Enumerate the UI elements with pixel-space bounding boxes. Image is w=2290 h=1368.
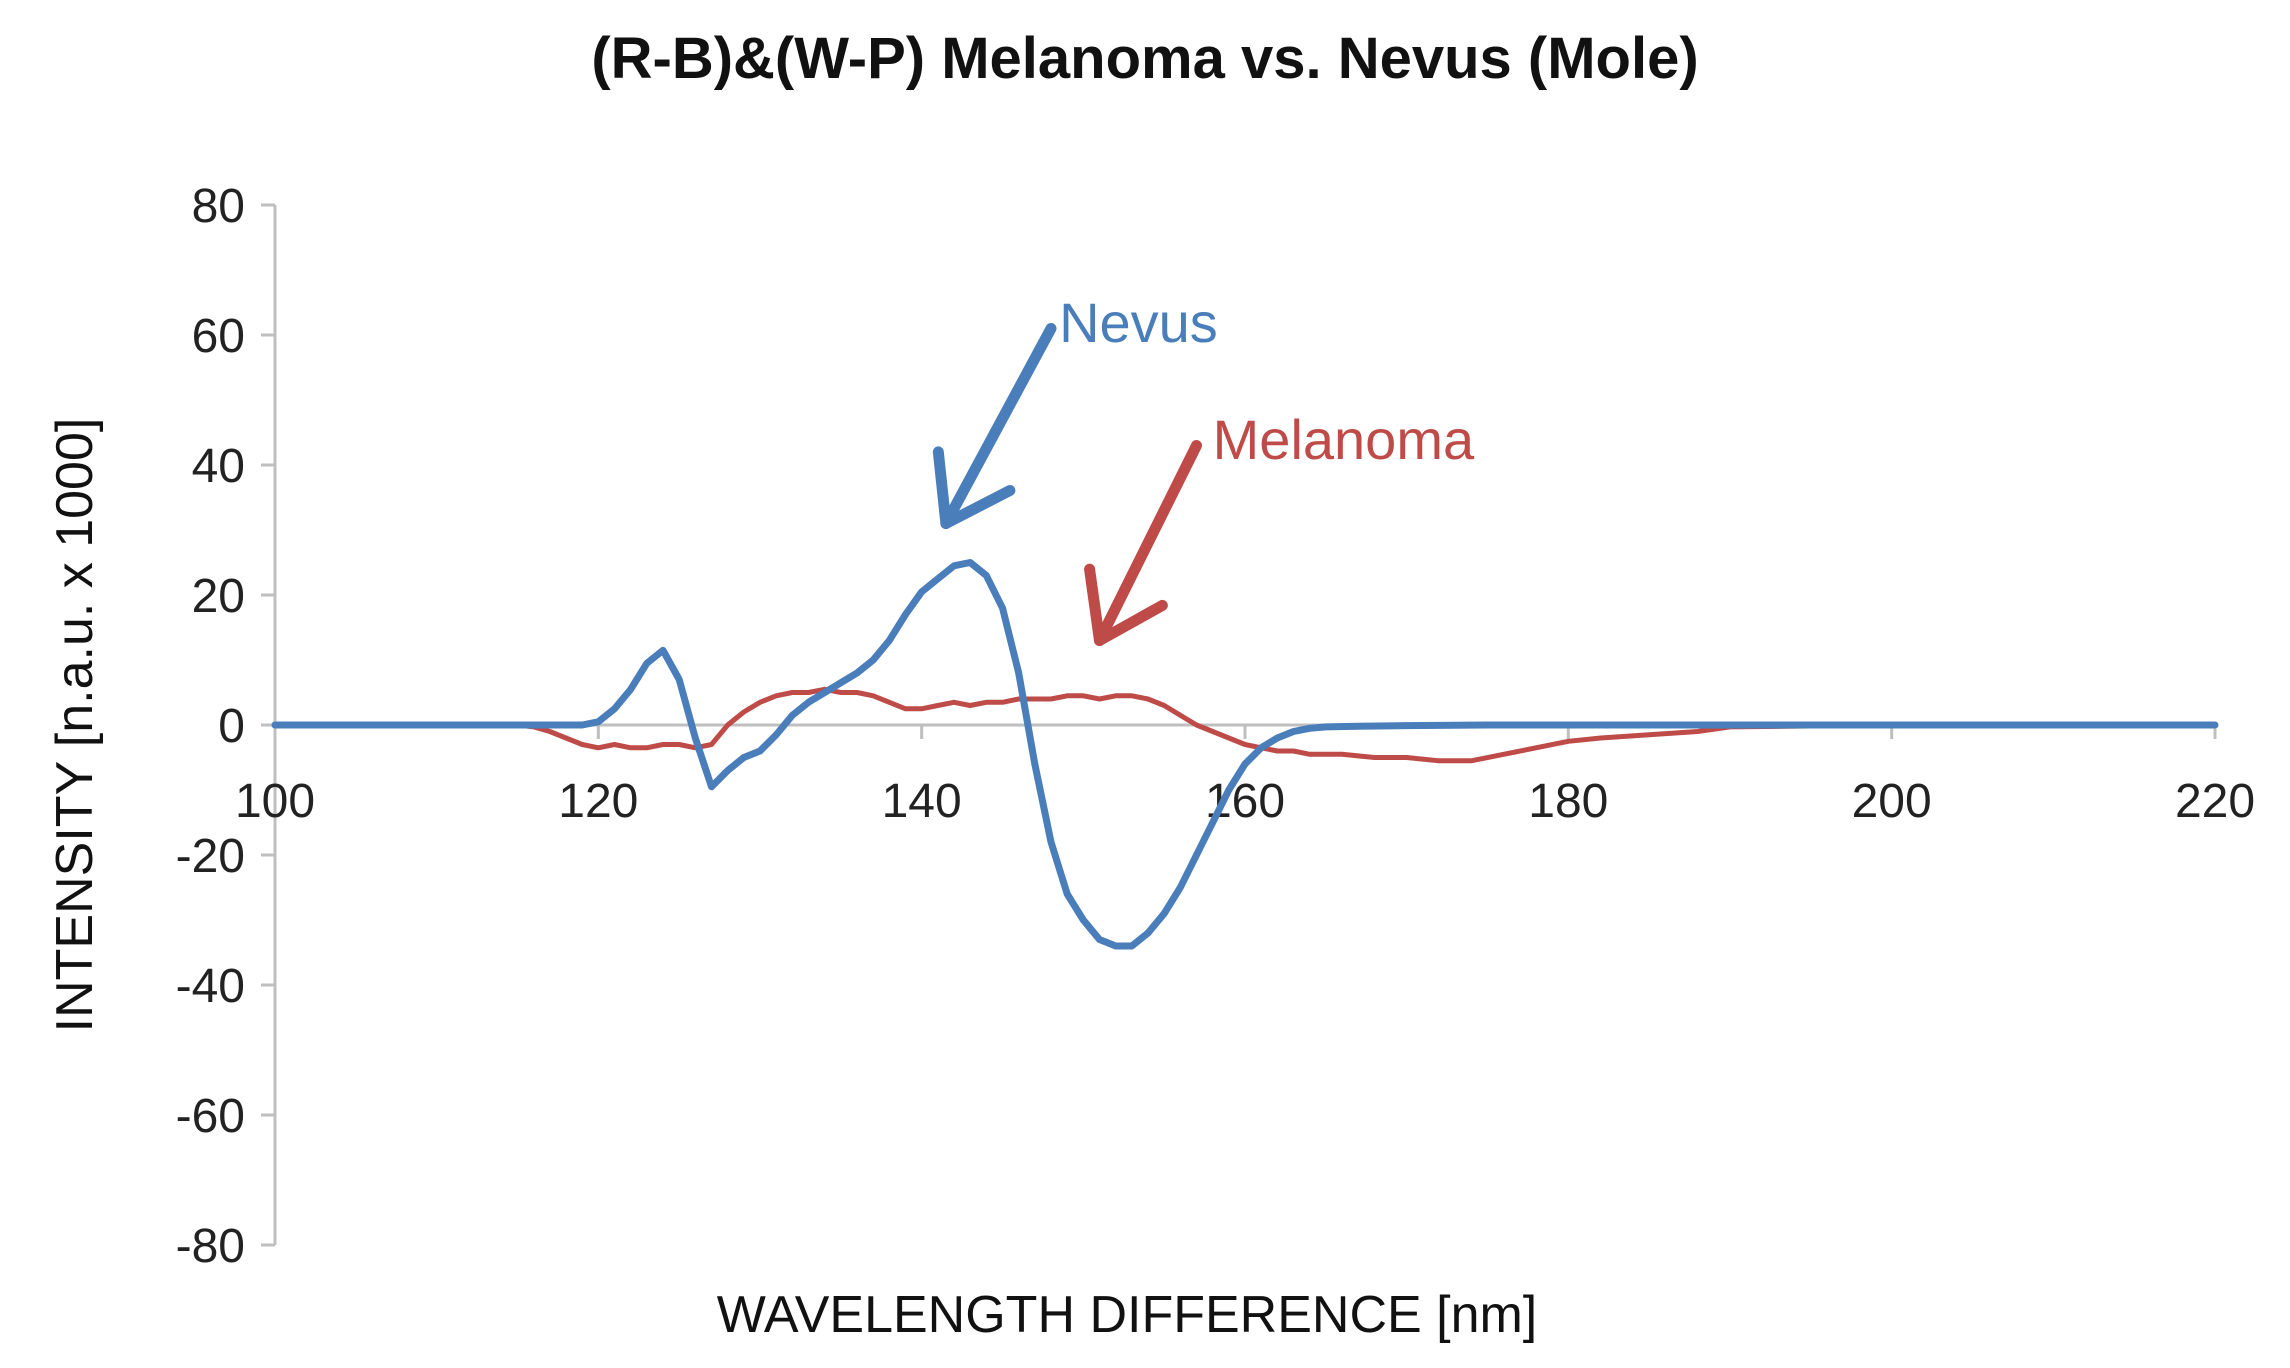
- series-line-melanoma: [272, 686, 2218, 764]
- series: [271, 559, 2219, 950]
- x-tick-label: 120: [558, 775, 638, 828]
- y-tick-label: 20: [192, 570, 245, 623]
- x-tick-label: 140: [882, 775, 962, 828]
- y-tick-label: -40: [176, 960, 245, 1013]
- annotation-arrowhead-nevus: [932, 446, 952, 529]
- x-axis-title: WAVELENGTH DIFFERENCE [nm]: [717, 1286, 1538, 1344]
- y-tick-label: -20: [176, 830, 245, 883]
- x-tick-label: 220: [2175, 775, 2255, 828]
- annotation-arrowhead-melanoma: [1084, 563, 1105, 646]
- annotations: Nevus Melanoma: [932, 291, 1475, 646]
- y-tick-label: 40: [192, 440, 245, 493]
- x-tick-label: 200: [1852, 775, 1932, 828]
- chart-title: (R-B)&(W-P) Melanoma vs. Nevus (Mole): [591, 26, 1698, 91]
- x-ticks: 100 120 140 160 180 200 220: [235, 725, 2255, 828]
- annotation-arrowhead-melanoma: [1094, 599, 1168, 646]
- annotation-label-melanoma: Melanoma: [1213, 408, 1475, 471]
- annotation-label-nevus: Nevus: [1059, 291, 1218, 354]
- y-tick-label: 0: [218, 700, 245, 753]
- y-ticks: 80 60 40 20 0 -20 -40 -60 -80: [176, 180, 275, 1273]
- x-tick-label: 160: [1205, 775, 1285, 828]
- annotation-arrowhead-nevus: [940, 484, 1016, 529]
- y-tick-label: -60: [176, 1090, 245, 1143]
- annotation-arrow-nevus: [940, 323, 1057, 529]
- y-tick-label: 80: [192, 180, 245, 233]
- y-tick-label: 60: [192, 310, 245, 363]
- x-tick-label: 180: [1528, 775, 1608, 828]
- x-tick-label: 100: [235, 775, 315, 828]
- series-line-nevus: [271, 559, 2219, 950]
- y-axis-title: INTENSITY [n.a.u. x 1000]: [46, 418, 104, 1033]
- y-tick-label: -80: [176, 1220, 245, 1273]
- annotation-arrow-melanoma: [1094, 440, 1202, 646]
